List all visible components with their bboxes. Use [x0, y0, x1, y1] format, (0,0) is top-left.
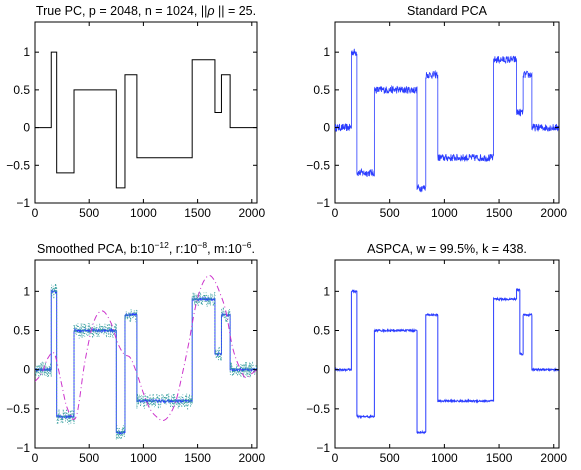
- x-tick-label: 2000: [540, 451, 567, 465]
- title-part: Smoothed PCA, b:10: [37, 242, 154, 256]
- x-tick-label: 1000: [431, 206, 458, 220]
- y-tick-label: −0.5: [306, 402, 330, 416]
- series-line-1: [335, 48, 559, 193]
- series-line-1: [35, 51, 257, 189]
- y-tick-label: 0.5: [313, 83, 330, 97]
- y-tick-label: −1: [16, 196, 30, 210]
- chart-panel-3: Smoothed PCA, b:10−12, r:10−8, m:10−6. 0 5…: [6, 240, 265, 465]
- title-part: || = 25.: [215, 4, 257, 18]
- chart-panel-4: ASPCA, w = 99.5%, k = 438. 0 500 1000 1500 20…: [306, 242, 567, 465]
- chart-panel-1: True PC, p = 2048, n = 1024, ||ρ || = 25…: [6, 4, 265, 220]
- y-tick-label: 0: [23, 121, 30, 135]
- x-tick-label: 1000: [130, 451, 157, 465]
- chart-panel-2: Standard PCA 0 500 1000 1500 2000 −1 −0.5 0 0.5 1: [306, 4, 567, 220]
- x-tick-label: 1000: [431, 451, 458, 465]
- title-part: ASPCA, w = 99.5%, k = 438.: [367, 242, 527, 256]
- y-tick-label: −0.5: [306, 158, 330, 172]
- x-tick-label: 1000: [130, 206, 157, 220]
- x-tick-label: 0: [332, 451, 339, 465]
- chart-title: Standard PCA: [407, 4, 488, 18]
- y-tick-label: 0.5: [13, 83, 30, 97]
- title-part: .: [252, 242, 255, 256]
- series-line-2: [35, 283, 257, 440]
- chart-title: True PC, p = 2048, n = 1024, ||ρ || = 25…: [36, 4, 256, 18]
- y-tick-label: 0.5: [313, 324, 330, 338]
- x-tick-label: 2000: [238, 206, 265, 220]
- y-tick-label: 0: [323, 121, 330, 135]
- x-tick-label: 0: [32, 451, 39, 465]
- y-tick-label: 1: [23, 45, 30, 59]
- x-tick-label: 1500: [184, 206, 211, 220]
- y-tick-label: −1: [316, 196, 330, 210]
- y-tick-label: 1: [23, 284, 30, 298]
- x-tick-label: 2000: [540, 206, 567, 220]
- title-part: True PC, p = 2048, n = 1024, ||: [36, 4, 207, 18]
- y-tick-label: −0.5: [6, 402, 30, 416]
- axes-frame: [334, 259, 560, 449]
- y-tick-label: 0: [23, 363, 30, 377]
- y-tick-label: 1: [323, 284, 330, 298]
- x-tick-label: 0: [332, 206, 339, 220]
- x-tick-label: 500: [380, 451, 400, 465]
- x-tick-label: 500: [79, 206, 99, 220]
- x-tick-label: 1500: [486, 451, 513, 465]
- y-tick-label: 0.5: [13, 324, 30, 338]
- title-part: Standard PCA: [407, 4, 488, 18]
- y-tick-label: −1: [316, 441, 330, 455]
- y-tick-label: 1: [323, 45, 330, 59]
- x-tick-label: 2000: [238, 451, 265, 465]
- x-tick-label: 0: [32, 206, 39, 220]
- title-part: , m:10: [207, 242, 242, 256]
- axes-frame: [34, 21, 258, 204]
- series-line-1: [335, 287, 559, 435]
- series-line-1: [35, 289, 257, 435]
- chart-title: Smoothed PCA, b:10−12, r:10−8, m:10−6.: [37, 240, 255, 256]
- x-tick-label: 500: [79, 451, 99, 465]
- title-part: ρ: [206, 4, 214, 18]
- chart-title: ASPCA, w = 99.5%, k = 438.: [367, 242, 527, 256]
- title-part: −8: [197, 240, 207, 250]
- y-tick-label: −1: [16, 441, 30, 455]
- x-tick-label: 1500: [184, 451, 211, 465]
- x-tick-label: 500: [380, 206, 400, 220]
- title-part: −12: [154, 240, 169, 250]
- title-part: , r:10: [169, 242, 198, 256]
- y-tick-label: −0.5: [6, 158, 30, 172]
- title-part: −6: [242, 240, 252, 250]
- x-tick-label: 1500: [486, 206, 513, 220]
- y-tick-label: 0: [323, 363, 330, 377]
